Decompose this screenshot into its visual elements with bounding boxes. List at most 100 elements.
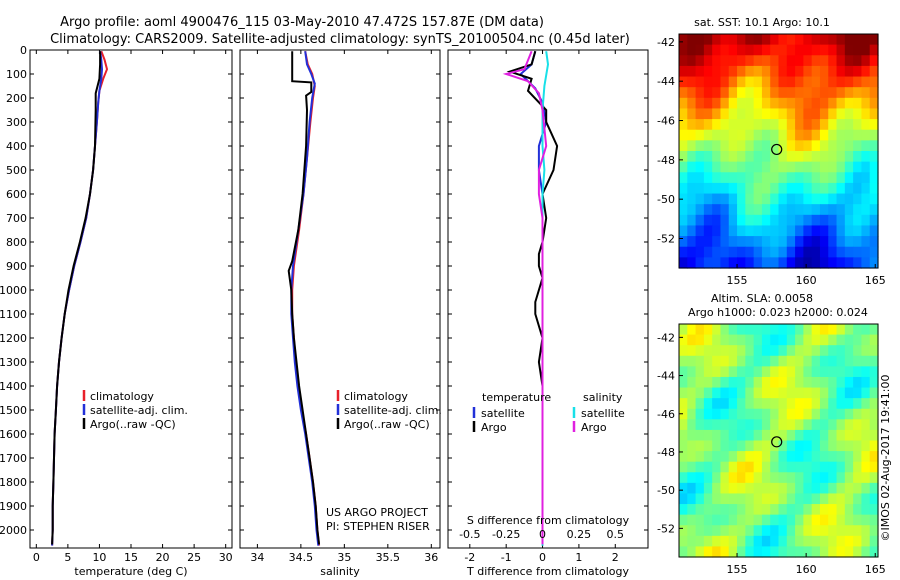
heatmap-cell (745, 76, 755, 88)
heatmap-cell (778, 355, 788, 367)
heatmap-cell (761, 129, 771, 141)
heatmap-cell (861, 225, 871, 237)
heatmap-cell (786, 525, 796, 537)
y-tick-label: 0 (20, 44, 27, 57)
x-tick-label: 0 (33, 551, 40, 564)
heatmap-cell (811, 108, 821, 120)
heatmap-cell (753, 34, 763, 46)
heatmap-cell (819, 366, 829, 378)
heatmap-cell (836, 408, 846, 420)
heatmap-cell (728, 55, 738, 67)
heatmap-cell (753, 204, 763, 216)
heatmap-cell (720, 193, 730, 205)
heatmap-cell (687, 440, 697, 452)
heatmap-cell (778, 108, 788, 120)
y-tick-label: -46 (657, 408, 675, 421)
heatmap-cell (687, 140, 697, 152)
top-tick-label: 0.25 (567, 528, 592, 541)
heatmap-cell (687, 204, 697, 216)
heatmap-cell (770, 461, 780, 473)
heatmap-cell (853, 472, 863, 484)
heatmap-cell (861, 535, 871, 548)
heatmap-cell (819, 440, 829, 452)
heatmap-cell (819, 97, 829, 110)
heatmap-cell (728, 546, 738, 558)
heatmap-cell (803, 214, 813, 227)
heatmap-cell (828, 214, 838, 227)
heatmap-cell (712, 451, 722, 463)
heatmap-cell (844, 366, 854, 378)
heatmap-cell (869, 482, 879, 495)
heatmap-cell (811, 246, 821, 258)
heatmap-cell (737, 419, 746, 431)
heatmap-cell (703, 525, 713, 537)
heatmap-cell (819, 451, 829, 463)
heatmap-cell (786, 535, 796, 548)
heatmap-cell (853, 55, 863, 67)
heatmap-cell (728, 387, 738, 399)
heatmap-cell (869, 140, 879, 152)
heatmap-cell (728, 193, 738, 205)
heatmap-cell (844, 161, 854, 173)
heatmap-cell (836, 204, 846, 216)
heatmap-cell (679, 182, 688, 195)
heatmap-cell (869, 525, 879, 537)
heatmap-cell (679, 204, 688, 216)
heatmap-cell (737, 525, 746, 537)
heatmap-cell (828, 44, 838, 56)
heatmap-cell (695, 129, 705, 141)
heatmap-cell (770, 140, 780, 152)
heatmap-cell (861, 514, 871, 526)
sla-map-panel: 155 160 165 -42 -44 -46 -48 -50 -52 (657, 323, 886, 576)
heatmap-cell (695, 44, 705, 56)
heatmap-cell (836, 546, 846, 558)
heatmap-cell (786, 324, 796, 336)
credit-text: ©IMOS 02-Aug-2017 19:41:00 (879, 375, 892, 542)
heatmap-cell (836, 472, 846, 484)
heatmap-cell (828, 246, 838, 258)
heatmap-cell (803, 440, 813, 452)
heatmap-cell (828, 472, 838, 484)
heatmap-cell (861, 236, 871, 248)
heatmap-cell (861, 482, 871, 495)
heatmap-cell (811, 429, 821, 442)
heatmap-cell (836, 214, 846, 227)
heatmap-cell (703, 461, 713, 473)
heatmap-cell (844, 119, 854, 131)
heatmap-cell (728, 108, 738, 120)
heatmap-cell (819, 525, 829, 537)
x-tick-label: 34 (250, 551, 264, 564)
heatmap-cell (869, 182, 879, 195)
heatmap-cell (778, 87, 788, 99)
heatmap-cell (786, 419, 796, 431)
heatmap-cell (745, 535, 755, 548)
heatmap-cell (679, 65, 688, 78)
map-frame (678, 33, 879, 269)
heatmap-cell (795, 108, 804, 120)
heatmap-cell (819, 55, 829, 67)
top-tick-label: 0.5 (607, 528, 625, 541)
heatmap-cell (811, 419, 821, 431)
heatmap-cell (844, 108, 854, 120)
heatmap-cell (811, 140, 821, 152)
heatmap-cell (869, 108, 879, 120)
heatmap-cell (679, 366, 688, 378)
heatmap-cell (712, 193, 722, 205)
heatmap-cell (844, 535, 854, 548)
heatmap-cell (712, 97, 722, 110)
heatmap-cell (745, 525, 755, 537)
heatmap-cell (745, 129, 755, 141)
heatmap-cell (770, 119, 780, 131)
heatmap-cell (720, 76, 730, 88)
plot-frame (239, 49, 441, 549)
heatmap-cell (770, 398, 780, 410)
heatmap-cell (861, 525, 871, 537)
heatmap-cell (712, 514, 722, 526)
heatmap-cell (869, 451, 879, 463)
heatmap-cell (687, 225, 697, 237)
heatmap-cell (869, 324, 879, 336)
heatmap-cell (803, 225, 813, 237)
heatmap-cell (786, 246, 796, 258)
heatmap-cell (811, 204, 821, 216)
heatmap-cell (728, 172, 738, 184)
